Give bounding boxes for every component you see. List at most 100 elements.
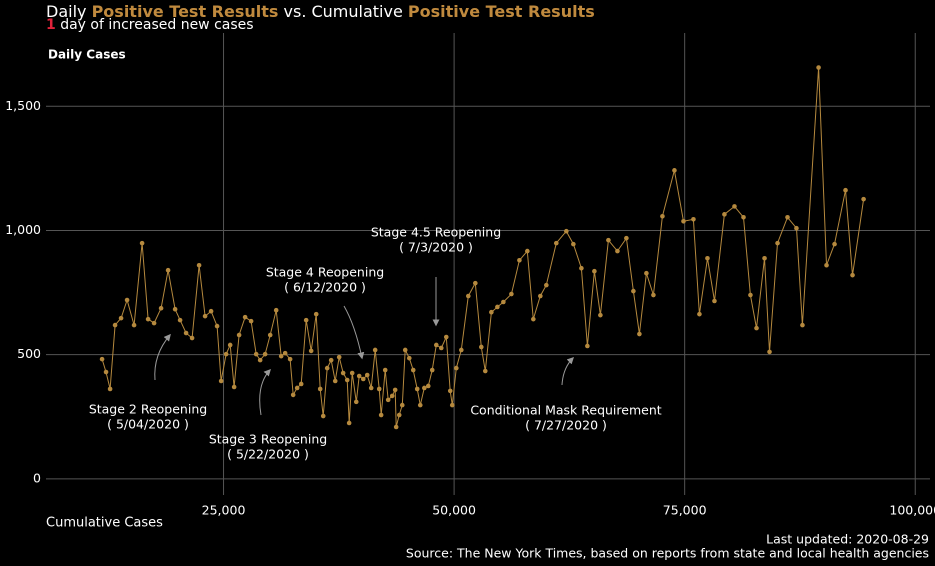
data-point [429, 367, 435, 373]
data-point [202, 313, 208, 319]
data-line [101, 67, 865, 428]
data-point [447, 388, 453, 394]
title-part: vs. Cumulative [283, 2, 403, 21]
data-point [320, 413, 326, 419]
data-point [443, 334, 449, 340]
data-point [242, 314, 248, 320]
data-point [449, 402, 455, 408]
data-point [372, 347, 378, 353]
y-tick-label: 1,500 [5, 98, 41, 113]
data-point [454, 365, 459, 371]
data-point [681, 218, 686, 224]
data-point [579, 265, 584, 271]
data-point [262, 351, 268, 357]
data-point [317, 386, 323, 392]
data-point [177, 317, 183, 323]
data-point [376, 386, 382, 392]
annotation-arrow [259, 368, 271, 416]
data-point [353, 399, 359, 405]
data-point [489, 309, 494, 315]
data-point [624, 235, 629, 241]
data-point [644, 270, 649, 276]
data-point [861, 196, 866, 202]
data-point [417, 402, 423, 408]
data-point [294, 385, 300, 391]
annotation-label: Stage 2 Reopening [89, 402, 207, 417]
data-point [800, 322, 805, 328]
data-point [183, 330, 189, 336]
subtitle-text: day of increased new cases [60, 17, 254, 33]
annotation-arrow [343, 305, 365, 360]
data-point [287, 356, 293, 362]
data-point [99, 356, 105, 362]
data-point [248, 318, 254, 324]
data-point [328, 357, 334, 363]
data-point [336, 354, 342, 360]
data-point [438, 345, 444, 351]
data-point [303, 317, 309, 323]
data-point [843, 187, 848, 193]
annotation-label: Stage 4.5 Reopening [371, 225, 501, 240]
data-point [378, 412, 384, 418]
data-point [501, 299, 506, 305]
data-point [525, 248, 530, 254]
data-point [517, 257, 522, 263]
data-point [564, 228, 569, 234]
title-part: Daily [46, 2, 87, 21]
data-point [466, 293, 471, 299]
data-point [257, 357, 263, 363]
chart-title: Daily Positive Test Results vs. Cumulati… [46, 2, 595, 21]
data-point [231, 384, 237, 390]
data-point [298, 381, 304, 387]
data-point [832, 241, 837, 247]
data-point [406, 355, 412, 361]
data-point [223, 351, 229, 357]
annotation-date: ( 5/22/2020 ) [227, 447, 309, 462]
data-point [697, 311, 702, 317]
data-point [253, 351, 259, 357]
data-point [816, 65, 821, 70]
data-point [824, 262, 829, 268]
data-point [349, 370, 355, 376]
x-tick-label: 25,000 [202, 503, 246, 518]
data-point [360, 376, 366, 382]
chart-subtitle: 1 day of increased new cases [46, 17, 254, 33]
data-point [278, 353, 284, 359]
data-point [509, 291, 514, 297]
data-point [396, 412, 402, 418]
data-point [139, 240, 145, 246]
data-point [332, 378, 338, 384]
data-point [196, 262, 202, 268]
data-point [722, 212, 727, 217]
subtitle-count: 1 [46, 17, 56, 33]
data-point [482, 368, 488, 374]
data-point [631, 288, 636, 294]
data-point [592, 268, 597, 274]
annotation-date: ( 7/3/2020 ) [399, 240, 473, 255]
data-point [767, 349, 772, 355]
data-point [425, 383, 431, 389]
data-point [131, 322, 137, 328]
data-point [754, 325, 759, 331]
data-point [267, 332, 273, 338]
data-point [227, 342, 233, 348]
data-point [112, 322, 118, 328]
data-point [393, 424, 399, 430]
annotation-date: ( 6/12/2020 ) [284, 280, 366, 295]
data-point [124, 297, 130, 303]
data-point [399, 402, 405, 408]
annotation-label: Stage 4 Reopening [266, 265, 384, 280]
data-point [544, 282, 549, 288]
data-point [165, 267, 171, 273]
annotation-label: Stage 3 Reopening [209, 432, 327, 447]
y-tick-label: 0 [33, 470, 41, 485]
data-point [189, 335, 195, 341]
source-note: Source: The New York Times, based on rep… [406, 546, 929, 561]
data-point [402, 347, 408, 353]
data-point [434, 342, 439, 348]
data-point [531, 316, 536, 322]
data-point [553, 240, 559, 246]
data-point [340, 370, 346, 376]
